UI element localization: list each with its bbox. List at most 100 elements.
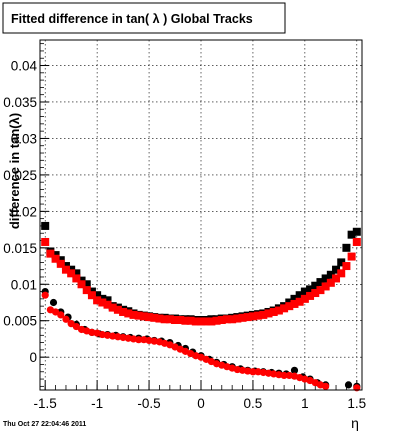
data-point — [51, 254, 60, 263]
data-point — [347, 252, 356, 261]
series-2 — [41, 287, 361, 390]
data-point — [181, 316, 190, 325]
data-point — [165, 315, 174, 324]
data-point — [171, 316, 180, 324]
data-point — [124, 309, 133, 318]
data-point — [103, 296, 112, 305]
data-point — [337, 258, 346, 267]
data-point — [326, 270, 335, 279]
data-point — [311, 281, 320, 290]
data-point — [49, 298, 58, 307]
data-point — [332, 274, 341, 283]
data-point — [274, 306, 283, 315]
data-point — [269, 307, 278, 316]
data-point — [41, 237, 50, 246]
timestamp: Thu Oct 27 22:04:46 2011 — [3, 421, 86, 428]
data-point — [41, 291, 49, 299]
data-point — [316, 286, 325, 295]
data-point — [311, 289, 320, 298]
y-tick-label: 0.005 — [3, 314, 37, 329]
data-point — [300, 287, 309, 296]
data-point — [342, 262, 351, 271]
title-frame — [2, 2, 286, 34]
chart-title: Fitted difference in tan( λ ) Global Tra… — [11, 12, 253, 26]
series-3 — [41, 291, 361, 392]
data-point — [280, 371, 288, 380]
data-point — [61, 265, 70, 274]
data-point — [186, 316, 195, 325]
data-point — [129, 310, 138, 319]
data-point — [342, 243, 351, 252]
data-point — [191, 317, 200, 326]
data-point — [82, 280, 91, 289]
y-tick-label: 0.02 — [11, 204, 37, 219]
data-point — [134, 311, 143, 320]
y-tick-label: 0.015 — [3, 241, 37, 256]
data-point — [238, 313, 247, 322]
data-point — [254, 311, 263, 320]
data-point — [306, 285, 315, 294]
x-tick-label: 1 — [301, 396, 309, 411]
data-point — [344, 381, 353, 389]
data-point — [56, 259, 65, 268]
data-point — [248, 312, 257, 321]
data-point — [280, 304, 289, 313]
data-point — [212, 316, 221, 325]
data-point — [352, 237, 361, 246]
data-point — [119, 307, 128, 316]
x-tick-label: 0.5 — [244, 396, 263, 411]
x-tick-label: 1.5 — [347, 396, 366, 411]
data-point — [290, 366, 299, 374]
data-point — [72, 269, 81, 278]
y-tick-label: 0.04 — [11, 59, 38, 74]
data-point — [264, 309, 273, 318]
y-tick-label: 0.03 — [11, 131, 37, 146]
data-point — [321, 274, 330, 283]
data-point — [103, 300, 112, 309]
x-axis-ticks: -1.5 -1 -0.5 0 0.5 1 1.5 — [34, 380, 366, 411]
y-axis-ticks: 0 0.005 0.01 0.015 0.02 0.025 0.03 0.035 0.04 — [3, 43, 49, 387]
data-point — [93, 291, 102, 300]
data-point — [77, 280, 86, 289]
data-point — [352, 227, 361, 236]
data-point — [135, 336, 143, 344]
x-tick-label: -0.5 — [137, 396, 160, 411]
data-point — [202, 317, 211, 326]
data-point — [337, 269, 346, 278]
x-axis-label: η — [351, 415, 359, 431]
data-point — [290, 299, 299, 308]
data-point — [243, 313, 252, 322]
data-point — [332, 265, 341, 274]
data-point — [67, 269, 76, 278]
data-point — [249, 368, 257, 376]
data-point — [41, 221, 50, 230]
data-point — [222, 315, 231, 324]
y-tick-label: 0.035 — [3, 95, 37, 110]
data-point — [145, 313, 154, 322]
x-tick-label: 0 — [197, 396, 205, 411]
data-point — [72, 274, 81, 283]
data-point — [321, 282, 330, 291]
data-point — [290, 294, 299, 303]
data-point — [295, 297, 304, 306]
data-point — [150, 313, 159, 322]
grid — [40, 40, 362, 390]
data-point — [46, 249, 55, 258]
data-point — [228, 315, 237, 324]
data-point — [113, 305, 122, 314]
data-point — [197, 317, 205, 326]
data-point — [207, 317, 216, 326]
data-point — [98, 298, 107, 307]
data-marks — [41, 221, 361, 392]
x-tick-label: -1.5 — [34, 396, 57, 411]
data-point — [108, 303, 117, 312]
data-point — [82, 286, 91, 295]
data-point — [62, 315, 70, 323]
data-point — [155, 314, 164, 323]
data-point — [139, 312, 148, 321]
data-point — [87, 291, 96, 300]
data-point — [322, 382, 330, 390]
y-axis-label: difference in tan(λ) — [7, 113, 22, 229]
data-point — [316, 278, 325, 287]
